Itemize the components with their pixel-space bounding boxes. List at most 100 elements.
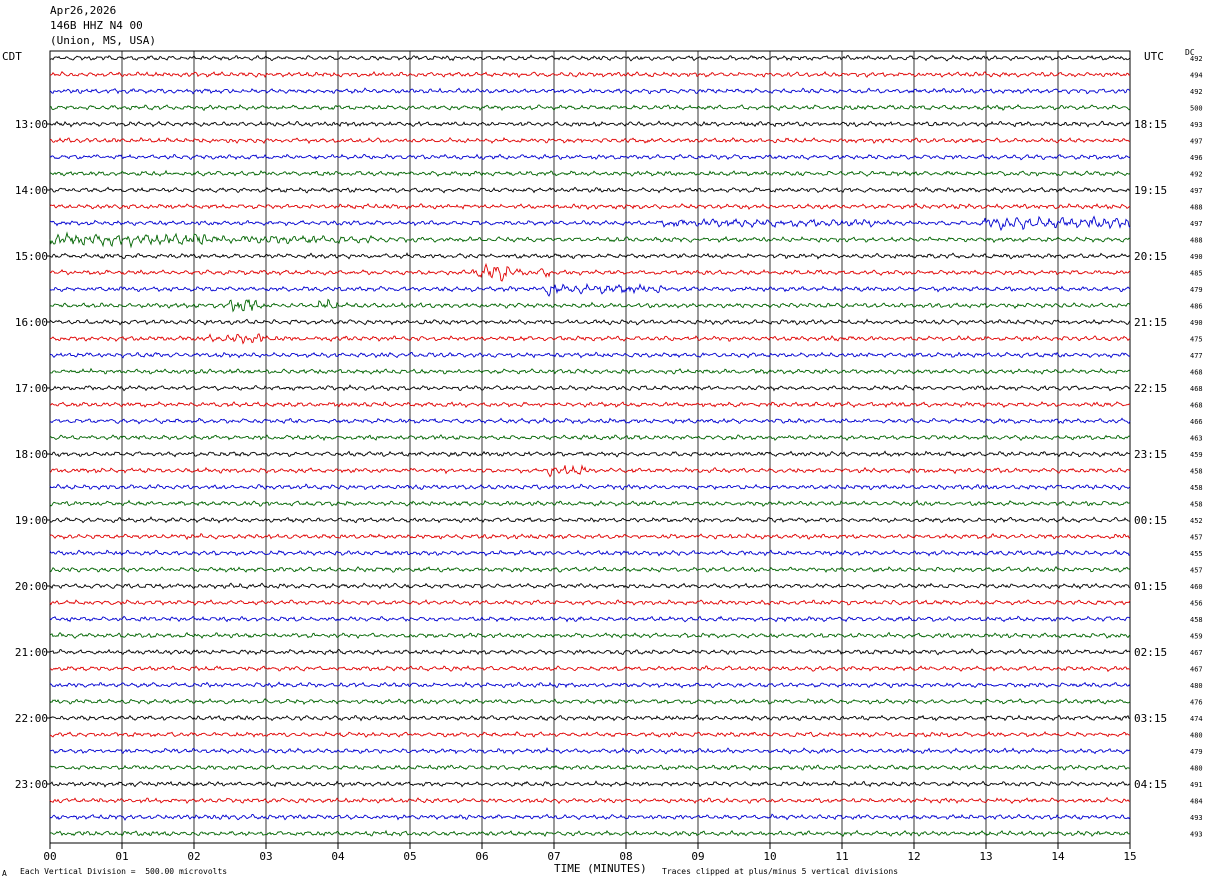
trace-line xyxy=(49,714,1131,722)
record-date: Apr26,2026 xyxy=(50,4,117,17)
utc-hour-label: 03:15 xyxy=(1134,712,1167,725)
x-tick-label: 07 xyxy=(547,850,560,863)
trace-line xyxy=(49,367,1131,375)
utc-hour-label: 00:15 xyxy=(1134,514,1167,527)
trace-line xyxy=(49,215,1131,232)
x-tick-label: 05 xyxy=(403,850,416,863)
x-tick-label: 15 xyxy=(1123,850,1136,863)
dc-offset-value: 459 xyxy=(1190,451,1203,459)
trace-line xyxy=(49,333,1131,345)
dc-offset-value: 480 xyxy=(1190,765,1203,773)
trace-line xyxy=(49,681,1131,689)
cdt-hour-label: 17:00 xyxy=(15,382,48,395)
dc-offset-value: 467 xyxy=(1190,666,1203,674)
dc-offset-title: DC xyxy=(1185,48,1195,57)
left-axis-title: CDT xyxy=(2,50,22,63)
x-tick-label: 00 xyxy=(43,850,56,863)
cdt-hour-label: 18:00 xyxy=(15,448,48,461)
trace-line xyxy=(49,384,1131,392)
dc-offset-value: 467 xyxy=(1190,649,1203,657)
dc-offset-value: 468 xyxy=(1190,369,1203,377)
station-location: (Union, MS, USA) xyxy=(50,34,156,47)
trace-line xyxy=(49,87,1131,95)
trace-line xyxy=(49,780,1131,788)
dc-offset-value: 474 xyxy=(1190,715,1203,723)
trace-line xyxy=(49,153,1131,161)
utc-hour-label: 20:15 xyxy=(1134,250,1167,263)
trace-line xyxy=(49,698,1131,706)
dc-offset-value: 493 xyxy=(1190,121,1203,129)
trace-line xyxy=(49,282,1131,297)
dc-offset-value: 496 xyxy=(1190,154,1203,162)
cdt-hour-label: 14:00 xyxy=(15,184,48,197)
x-tick-label: 10 xyxy=(763,850,776,863)
trace-line xyxy=(49,813,1131,821)
trace-line xyxy=(49,829,1131,838)
dc-offset-value: 479 xyxy=(1190,286,1203,294)
trace-line xyxy=(49,231,1131,249)
cdt-hour-label: 15:00 xyxy=(15,250,48,263)
trace-line xyxy=(49,136,1131,145)
trace-line xyxy=(49,169,1131,177)
dc-offset-value: 458 xyxy=(1190,616,1203,624)
x-tick-label: 11 xyxy=(835,850,848,863)
right-axis-title: UTC xyxy=(1144,50,1164,63)
trace-line xyxy=(49,351,1131,359)
dc-offset-value: 494 xyxy=(1190,72,1203,80)
plot-frame xyxy=(49,50,1131,844)
dc-offset-value: 466 xyxy=(1190,418,1203,426)
dc-offset-value: 497 xyxy=(1190,187,1203,195)
dc-offset-value: 456 xyxy=(1190,600,1203,608)
clip-note: Traces clipped at plus/minus 5 vertical … xyxy=(662,867,899,876)
trace-line xyxy=(49,483,1131,491)
cdt-hour-label: 22:00 xyxy=(15,712,48,725)
dc-offset-value: 491 xyxy=(1190,781,1203,789)
dc-offset-value: 490 xyxy=(1190,253,1203,261)
dc-offset-value: 477 xyxy=(1190,352,1203,360)
trace-line xyxy=(49,252,1131,260)
x-tick-label: 03 xyxy=(259,850,272,863)
dc-offset-value: 488 xyxy=(1190,204,1203,212)
dc-offset-value: 457 xyxy=(1190,567,1203,575)
dc-offset-value: 452 xyxy=(1190,517,1203,525)
dc-offset-value: 493 xyxy=(1190,814,1203,822)
trace-line xyxy=(49,186,1131,194)
trace-line xyxy=(49,533,1131,541)
x-tick-label: 08 xyxy=(619,850,632,863)
trace-line xyxy=(49,648,1131,656)
corner-mark: A xyxy=(2,869,7,878)
x-tick-label: 09 xyxy=(691,850,704,863)
cdt-hour-label: 19:00 xyxy=(15,514,48,527)
dc-offset-value: 486 xyxy=(1190,303,1203,311)
trace-line xyxy=(49,298,1131,313)
dc-offset-value: 479 xyxy=(1190,748,1203,756)
dc-offset-value: 458 xyxy=(1190,468,1203,476)
x-tick-label: 04 xyxy=(331,850,345,863)
trace-line xyxy=(49,665,1131,673)
dc-offset-value: 458 xyxy=(1190,484,1203,492)
utc-hour-label: 01:15 xyxy=(1134,580,1167,593)
cdt-hour-label: 16:00 xyxy=(15,316,48,329)
dc-offset-value: 497 xyxy=(1190,220,1203,228)
cdt-hour-label: 23:00 xyxy=(15,778,48,791)
trace-line xyxy=(49,450,1131,458)
utc-hour-label: 04:15 xyxy=(1134,778,1167,791)
dc-offset-value: 492 xyxy=(1190,88,1203,96)
x-tick-label: 14 xyxy=(1051,850,1065,863)
scale-note: Each Vertical Division = 500.00 microvol… xyxy=(20,867,228,876)
dc-offset-value: 480 xyxy=(1190,732,1203,740)
station-code: 146B HHZ N4 00 xyxy=(50,19,143,32)
dc-offset-value: 457 xyxy=(1190,534,1203,542)
dc-offset-value: 485 xyxy=(1190,270,1203,278)
dc-offset-value: 493 xyxy=(1190,831,1203,839)
utc-hour-label: 18:15 xyxy=(1134,118,1167,131)
dc-offset-value: 488 xyxy=(1190,237,1203,245)
utc-hour-label: 02:15 xyxy=(1134,646,1167,659)
trace-line xyxy=(49,434,1131,442)
dc-offset-value: 468 xyxy=(1190,385,1203,393)
trace-line xyxy=(49,120,1131,128)
trace-line xyxy=(49,318,1131,326)
trace-line xyxy=(49,262,1131,282)
cdt-hour-label: 21:00 xyxy=(15,646,48,659)
